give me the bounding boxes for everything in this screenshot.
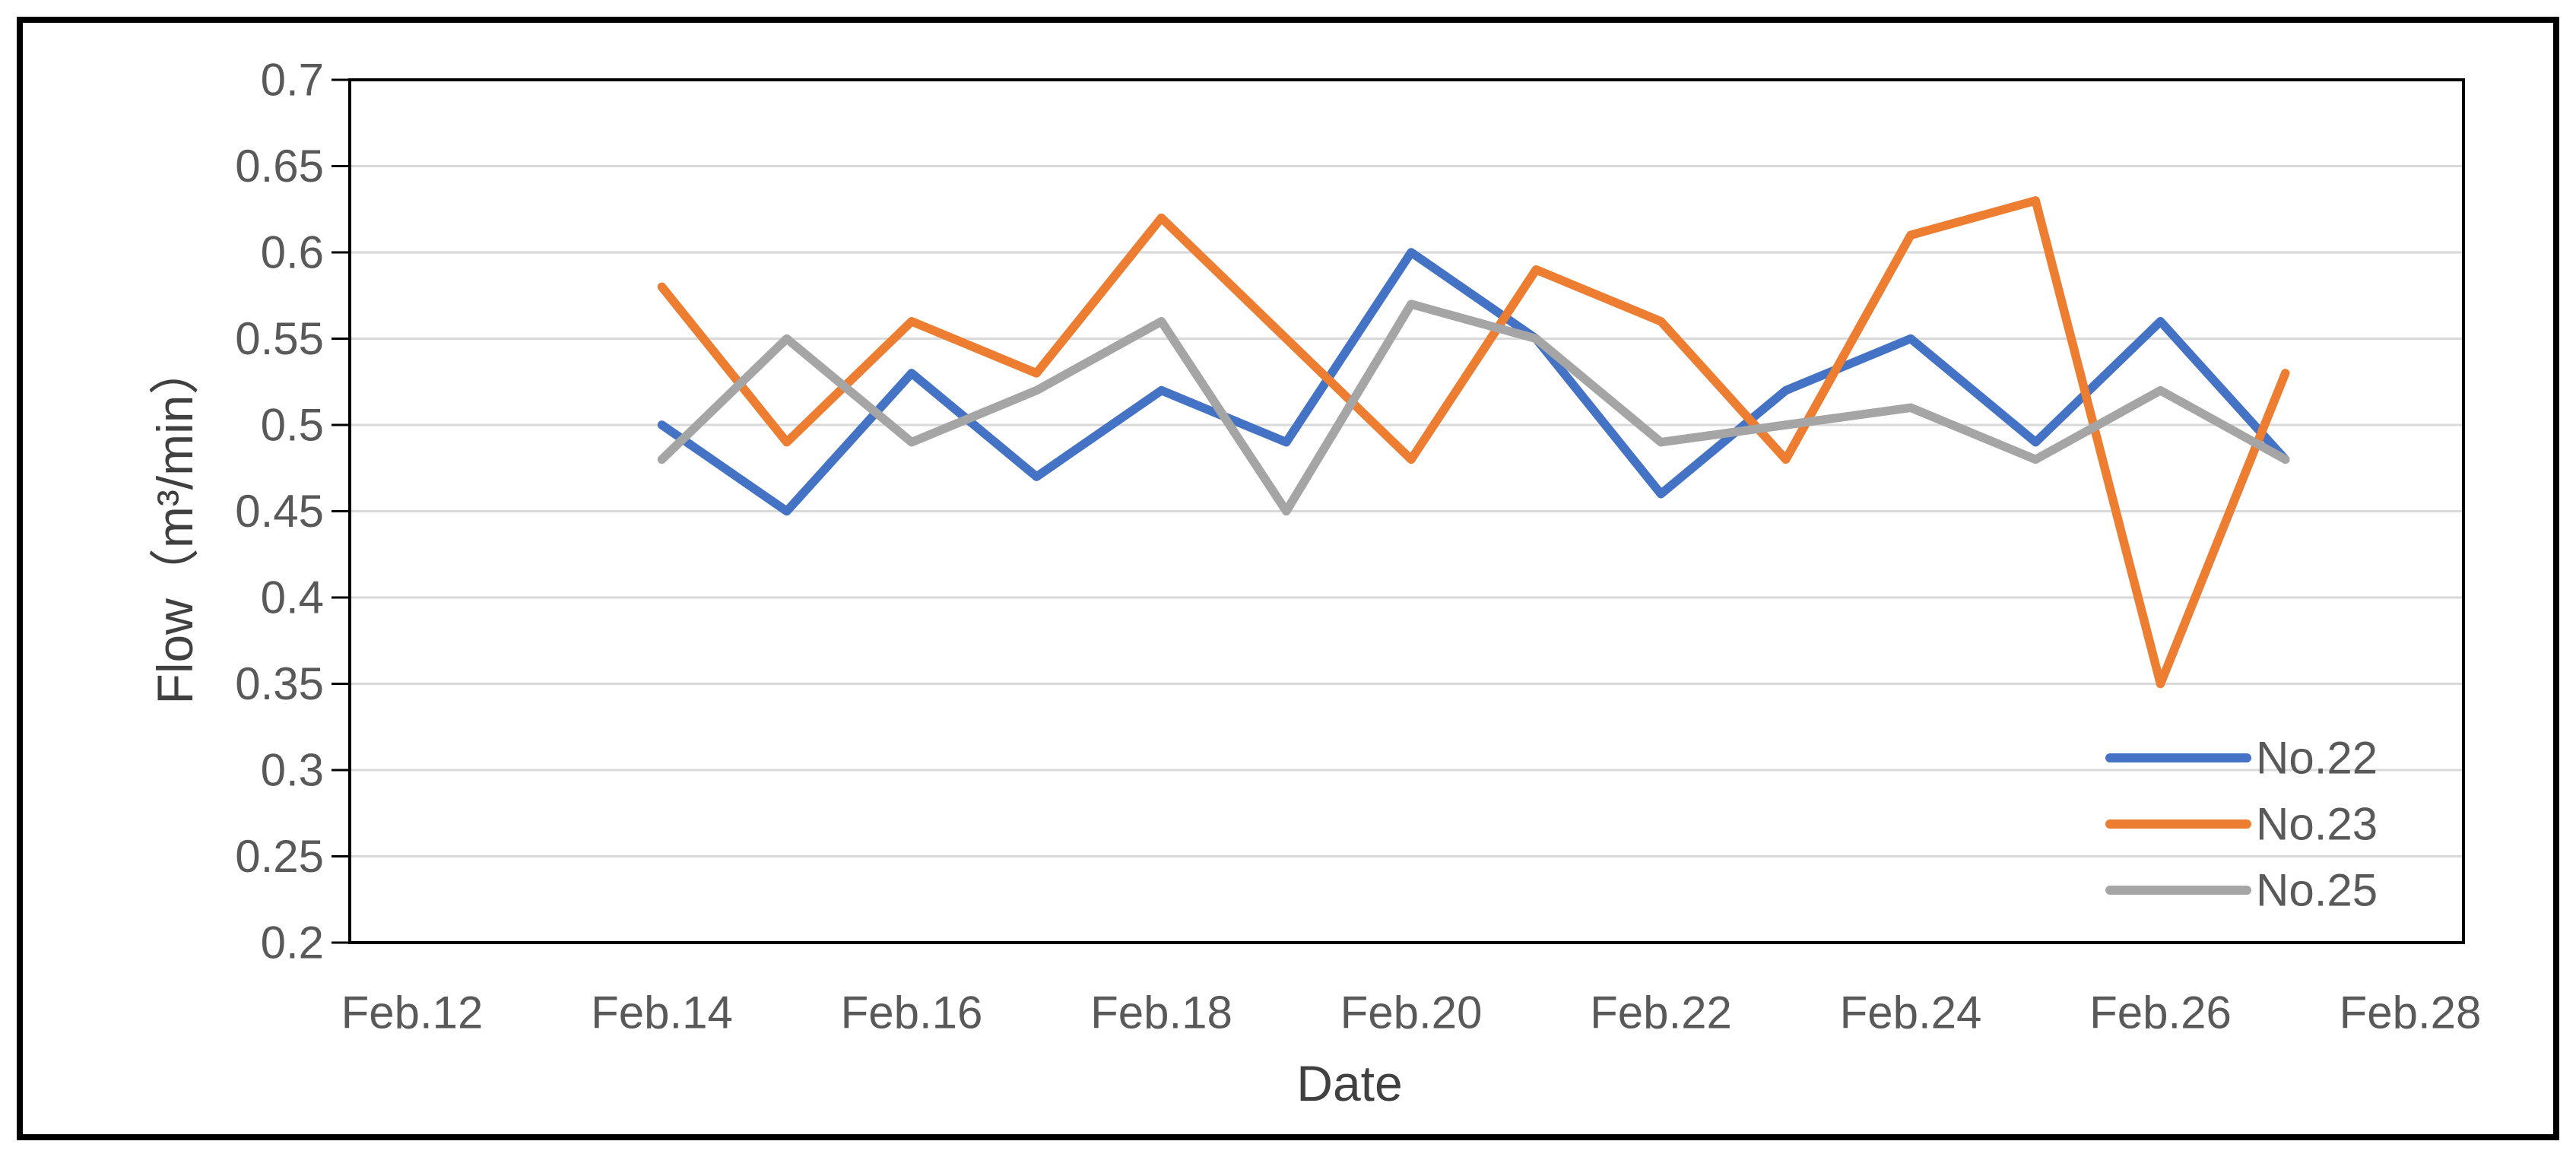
x-tick-label: Feb.24 <box>1840 987 1982 1038</box>
x-tick-label: Feb.12 <box>341 987 484 1038</box>
x-tick-label: Feb.28 <box>2340 987 2482 1038</box>
y-tick-label: 0.6 <box>261 227 324 278</box>
legend-label-no23: No.23 <box>2256 799 2378 850</box>
y-tick-label: 0.3 <box>261 745 324 796</box>
y-tick-label: 0.2 <box>261 918 324 968</box>
legend-label-no22: No.22 <box>2256 733 2378 784</box>
y-tick-label: 0.65 <box>235 141 324 192</box>
legend-label-no25: No.25 <box>2256 865 2378 916</box>
y-tick-label: 0.45 <box>235 486 324 537</box>
y-tick-label: 0.5 <box>261 400 324 451</box>
x-tick-label: Feb.22 <box>1590 987 1732 1038</box>
y-tick-label: 0.25 <box>235 831 324 882</box>
x-tick-label: Feb.20 <box>1340 987 1483 1038</box>
x-tick-label: Feb.14 <box>591 987 733 1038</box>
series-line-no23 <box>657 196 2290 689</box>
plot-border <box>348 78 2465 944</box>
x-tick-label: Feb.18 <box>1090 987 1232 1038</box>
x-axis-title: Date <box>1296 1055 1403 1111</box>
x-tick-label: Feb.16 <box>841 987 983 1038</box>
y-tick-label: 0.7 <box>261 55 324 106</box>
figure-border <box>17 17 2559 1140</box>
y-tick-label: 0.35 <box>235 658 324 709</box>
y-axis-title: Flow（m³/min） <box>147 344 203 705</box>
y-tick-label: 0.55 <box>235 313 324 364</box>
y-tick-label: 0.4 <box>261 572 324 623</box>
series-line-no25 <box>657 300 2290 516</box>
series-line-no22 <box>657 248 2290 516</box>
x-tick-label: Feb.26 <box>2089 987 2232 1038</box>
